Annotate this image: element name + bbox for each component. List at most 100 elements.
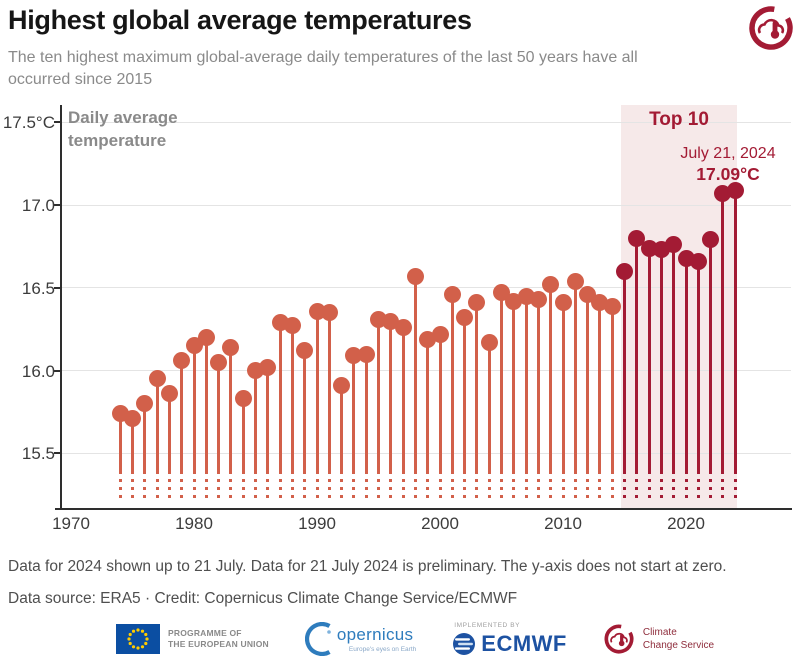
data-point-2000 [431,325,449,343]
gridline [61,204,791,206]
stem-2003 [475,302,479,471]
data-point-1982 [210,353,228,371]
stem-1981 [204,337,208,471]
subtitle: The ten highest maximum global-average d… [8,49,638,88]
stem-1999 [426,339,430,471]
data-point-2019 [665,236,683,254]
stem-dash-1978 [167,471,171,502]
x-axis-label: 1970 [52,514,90,533]
stem-1995 [377,319,380,471]
stem-dash-2000 [438,471,442,502]
stem-dash-2016 [635,471,639,502]
stem-2001 [450,294,454,471]
stem-1982 [217,362,221,471]
y-axis-tick [54,204,61,207]
data-point-2021 [689,252,707,270]
y-axis-label: 17.0 [21,196,55,216]
stem-1976 [143,403,147,471]
data-point-1977 [148,370,166,388]
stem-dash-1995 [377,471,380,502]
data-point-2016 [628,229,646,247]
stem-dash-2010 [561,471,565,502]
stem-dash-2019 [672,471,676,502]
stem-dash-2020 [684,471,688,502]
stem-2014 [610,306,614,471]
top10-label: Top 10 [649,109,709,130]
ccs-crescent-icon [604,624,634,654]
data-point-1997 [394,319,412,337]
stem-dash-1980 [192,471,196,502]
stem-1987 [278,322,282,471]
stem-1992 [340,385,344,471]
stem-dash-2007 [524,471,528,502]
y-axis-label: 17.5°C [2,113,55,133]
data-point-2014 [603,297,621,315]
stem-2010 [561,302,565,471]
annotation-date: July 21, 2024 [680,145,776,162]
x-axis-label: 2010 [544,514,582,533]
copernicus-logo: opernicus Europe's eyes on Earth [304,622,417,656]
stem-dash-1986 [266,471,270,502]
stem-dash-2018 [659,471,663,502]
stem-dash-1982 [217,471,221,502]
stem-1991 [327,312,331,471]
stem-dash-1992 [340,471,344,502]
stem-1984 [241,398,245,471]
stem-1994 [364,354,368,471]
data-point-1998 [406,267,424,285]
x-axis-label: 2000 [421,514,459,533]
stem-dash-1979 [180,471,184,502]
data-point-1975 [124,410,141,428]
data-point-1988 [283,317,301,335]
x-axis-line [55,508,792,510]
climate-change-service-logo-icon [749,6,793,50]
y-axis-tick [54,452,61,455]
stem-dash-1977 [155,471,159,502]
ccs-label: Climate Change Service [642,627,715,651]
data-point-1978 [160,385,178,403]
data-point-1979 [173,352,191,370]
stem-2004 [487,342,491,471]
logos-row: PROGRAMME OF THE EUROPEAN UNION opernicu… [116,614,714,664]
gridline [61,121,791,123]
footnote: Data for 2024 shown up to 21 July. Data … [8,558,727,575]
stem-1993 [352,355,356,471]
stem-dash-1976 [143,471,147,502]
stem-dash-2001 [450,471,454,502]
data-point-1981 [197,329,215,347]
data-point-2011 [566,272,584,290]
stem-dash-1991 [327,471,331,502]
data-point-1976 [136,395,154,413]
data-point-2015 [616,262,633,280]
stem-2017 [647,248,651,471]
stem-dash-2006 [512,471,516,502]
stem-dash-1994 [364,471,368,502]
stem-1980 [192,345,196,471]
ecmwf-globe-icon [453,632,476,655]
stem-2023 [721,193,725,471]
stem-2012 [586,294,590,471]
stem-dash-2002 [463,471,467,502]
stem-dash-1983 [229,471,233,502]
stem-1983 [229,347,233,471]
stem-1985 [254,370,257,471]
stem-2022 [709,239,713,471]
page-title: Highest global average temperatures [8,5,472,35]
ecmwf-wordmark: ECMWF [481,630,567,656]
stem-2008 [536,299,540,471]
data-point-1994 [357,345,375,363]
data-point-2002 [456,309,474,327]
stem-1990 [315,311,319,471]
thermometer-icon [772,21,778,33]
implemented-by-label: IMPLEMENTED BY [454,621,521,629]
gridline [61,370,791,372]
data-point-1989 [296,342,314,360]
ecmwf-logo: IMPLEMENTED BY ECMWF [452,622,567,657]
stem-2020 [684,258,688,471]
stem-dash-1993 [352,471,356,502]
data-point-1986 [259,358,277,376]
copernicus-tagline: Europe's eyes on Earth [348,646,417,653]
eu-programme-label: PROGRAMME OF THE EUROPEAN UNION [168,628,269,649]
stem-dash-2017 [647,471,651,502]
